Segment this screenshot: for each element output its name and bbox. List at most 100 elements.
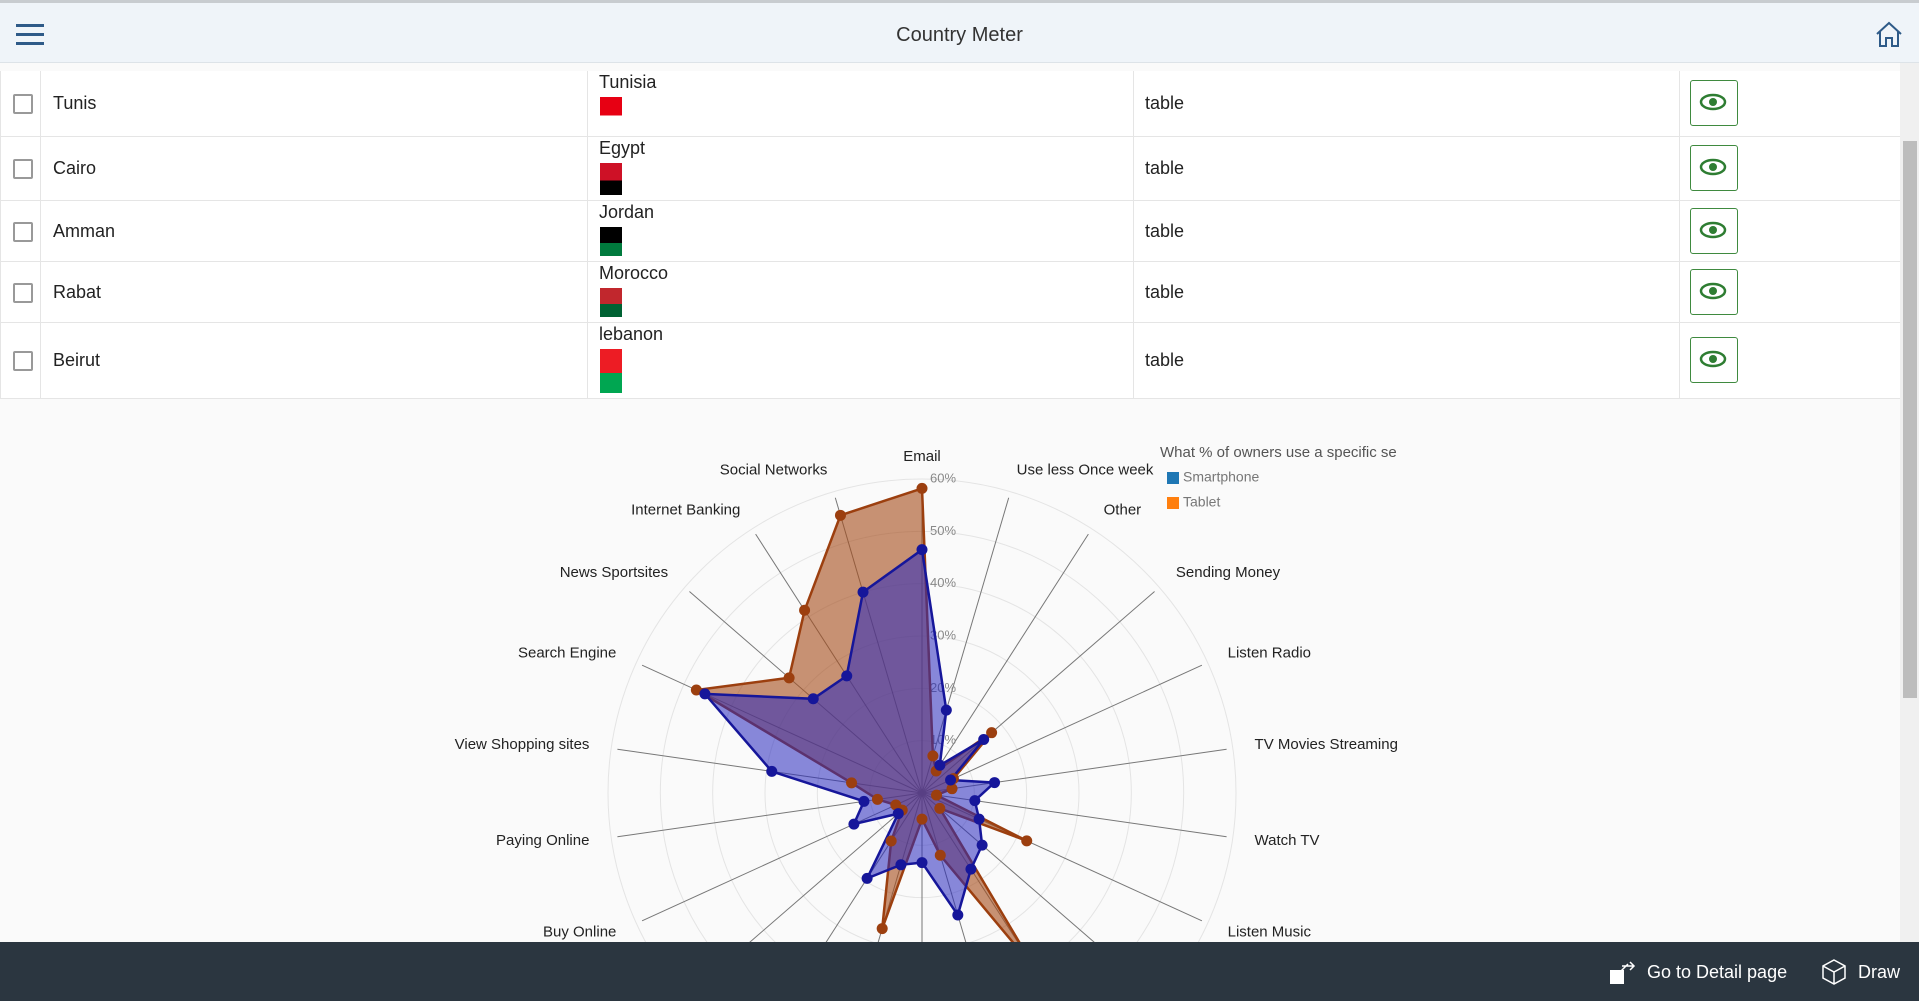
eye-icon (1699, 282, 1727, 299)
eye-icon (1699, 93, 1727, 111)
radar-point (846, 777, 858, 789)
flag-icon (600, 97, 622, 131)
axis-label: Use less Once week (1017, 462, 1154, 479)
radar-point (946, 783, 958, 795)
city: Rabat (53, 281, 102, 302)
view-button[interactable] (1690, 337, 1738, 383)
type: table (1145, 350, 1185, 370)
cell: Tunisia (588, 71, 1134, 136)
radar-point (807, 693, 819, 705)
radar-point (945, 774, 957, 786)
country: Jordan (599, 202, 655, 222)
cell: table (1134, 71, 1680, 136)
type: table (1145, 281, 1185, 302)
cell (1680, 71, 1901, 136)
checkbox[interactable] (13, 282, 33, 303)
axis-label: Other (1104, 501, 1142, 518)
cell: Cairo (41, 137, 588, 200)
radar-point (916, 857, 928, 869)
radar-point (934, 802, 946, 814)
radar-point (876, 923, 888, 935)
radar-point (848, 818, 860, 830)
grid-circle (607, 478, 1237, 942)
legend-swatch (1167, 497, 1179, 509)
cell (1, 323, 41, 398)
cell (1, 201, 41, 261)
radar-point (978, 734, 990, 746)
table: Tunis Tunisia table Cairo Egypt table Amman Jor… (0, 71, 1900, 399)
flag-icon (600, 163, 622, 195)
draw-button[interactable]: Draw (1858, 962, 1901, 982)
checkbox[interactable] (13, 221, 33, 242)
radar-point (969, 795, 981, 807)
radar-point (783, 672, 795, 684)
draw-icon (1822, 959, 1846, 985)
radar-point (841, 670, 853, 682)
cell (1, 71, 41, 136)
detail-button[interactable]: Go to Detail page (1647, 962, 1788, 982)
radar-point (940, 704, 952, 716)
footer: Go to Detail page Draw (0, 942, 1919, 1001)
cell (1680, 262, 1901, 322)
axis-label: Listen Radio (1228, 644, 1311, 661)
cell (1, 262, 41, 322)
radar-point (916, 813, 928, 825)
axis-label: Watch TV (1255, 832, 1320, 849)
radar-point (927, 750, 939, 762)
axis-label: Paying Online (496, 832, 589, 849)
axis-label: Internet Banking (631, 501, 740, 518)
header: Country Meter (0, 0, 1919, 63)
cell (1680, 323, 1901, 398)
radar-chart: Email Use less Once week Other Sending Mone… (455, 444, 1398, 942)
app-title: Country Meter (896, 24, 1023, 46)
cell (1680, 137, 1901, 200)
cell: Rabat (41, 262, 588, 322)
radar-point (965, 863, 977, 875)
radar-point (699, 688, 711, 700)
detail-icon (1610, 961, 1636, 984)
cell: Tunis (41, 71, 588, 136)
checkbox[interactable] (13, 351, 33, 371)
city: Amman (53, 220, 116, 241)
radar-point (986, 727, 998, 739)
cell (1680, 201, 1901, 261)
cell (1, 137, 41, 200)
radar-point (857, 586, 869, 598)
view-button[interactable] (1690, 80, 1738, 126)
country: Morocco (599, 263, 669, 283)
table-row: Rabat Morocco table (0, 262, 1900, 323)
cell: Morocco (588, 262, 1134, 322)
view-button[interactable] (1690, 207, 1738, 254)
table-row: Tunis Tunisia table (0, 71, 1900, 137)
view-button[interactable] (1690, 145, 1738, 191)
checkbox[interactable] (13, 94, 33, 114)
checkbox[interactable] (13, 159, 33, 179)
cell: table (1134, 262, 1680, 322)
eye-icon (1699, 221, 1727, 238)
cell: lebanon (588, 323, 1134, 398)
radar-point (934, 759, 946, 771)
eye-icon (1699, 158, 1727, 176)
view-button[interactable] (1690, 268, 1738, 315)
radar-point (976, 839, 988, 851)
radar-point (858, 795, 870, 807)
axis-label: Listen Music (1228, 924, 1312, 941)
menu-button[interactable] (16, 22, 46, 48)
radar-point (834, 509, 846, 521)
country: Egypt (599, 138, 646, 158)
axis-label: Sending Money (1176, 564, 1281, 581)
radar-point (916, 544, 928, 556)
city: Cairo (53, 158, 97, 178)
axis-label: Buy Online (543, 924, 616, 941)
scroll-thumb[interactable] (1903, 141, 1917, 698)
table-row: Cairo Egypt table (0, 137, 1900, 201)
cell: table (1134, 137, 1680, 200)
flag-icon (600, 288, 622, 317)
radar-point (885, 835, 897, 847)
scrollbar[interactable] (1900, 63, 1919, 942)
eye-icon (1699, 350, 1727, 368)
legend-swatch (1167, 472, 1179, 484)
home-button[interactable] (1874, 20, 1904, 50)
city: Beirut (53, 350, 101, 370)
radar-point (895, 859, 907, 871)
